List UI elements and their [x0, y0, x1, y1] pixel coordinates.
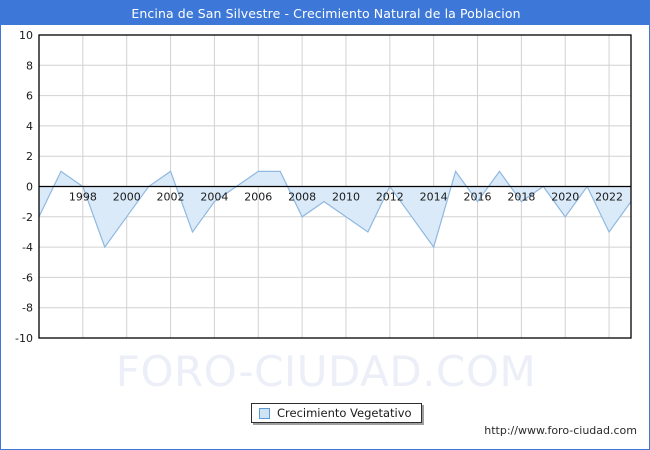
chart-legend: Crecimiento Vegetativo [251, 403, 422, 423]
x-tick-label: 2016 [464, 191, 492, 204]
y-tick-label: -2 [22, 211, 33, 224]
chart-canvas: 10 8 6 4 2 0 -2 -4 -6 -8 -10 1998 2000 2002 2004 2006 20… [1, 25, 649, 449]
x-tick-label: 1998 [69, 191, 97, 204]
y-tick-label: 2 [26, 150, 33, 163]
y-tick-label: -10 [15, 332, 33, 345]
x-tick-label: 2010 [332, 191, 360, 204]
y-tick-label: -4 [22, 241, 33, 254]
legend-label-crecimiento-vegetativo: Crecimiento Vegetativo [277, 406, 412, 420]
y-tick-label: 4 [26, 120, 33, 133]
x-tick-label: 2006 [244, 191, 272, 204]
x-tick-label: 2014 [420, 191, 448, 204]
chart-plot: 10 8 6 4 2 0 -2 -4 -6 -8 -10 1998 2000 2002 2004 2006 20… [15, 29, 632, 345]
source-url: http://www.foro-ciudad.com [484, 424, 637, 437]
window-title-bar: Encina de San Silvestre - Crecimiento Na… [1, 1, 649, 25]
y-tick-label: 10 [19, 29, 33, 42]
x-tick-label: 2020 [551, 191, 579, 204]
y-tick-label: 0 [26, 181, 33, 194]
x-tick-label: 2008 [288, 191, 316, 204]
plot-frame [38, 34, 632, 339]
y-tick-label: -8 [22, 302, 33, 315]
x-tick-label: 2002 [157, 191, 185, 204]
series-area-crecimiento-vegetativo [39, 171, 631, 248]
y-tick-label: 8 [26, 59, 33, 72]
x-tick-label: 2018 [507, 191, 535, 204]
x-tick-label: 2000 [113, 191, 141, 204]
series-line-crecimiento-vegetativo [38, 170, 632, 249]
y-tick-label: -6 [22, 271, 33, 284]
x-tick-label: 2012 [376, 191, 404, 204]
x-tick-label: 2022 [595, 191, 623, 204]
y-tick-label: 6 [26, 90, 33, 103]
x-tick-label: 2004 [200, 191, 228, 204]
page-title: Encina de San Silvestre - Crecimiento Na… [131, 5, 521, 21]
legend-swatch-crecimiento-vegetativo [259, 407, 270, 419]
